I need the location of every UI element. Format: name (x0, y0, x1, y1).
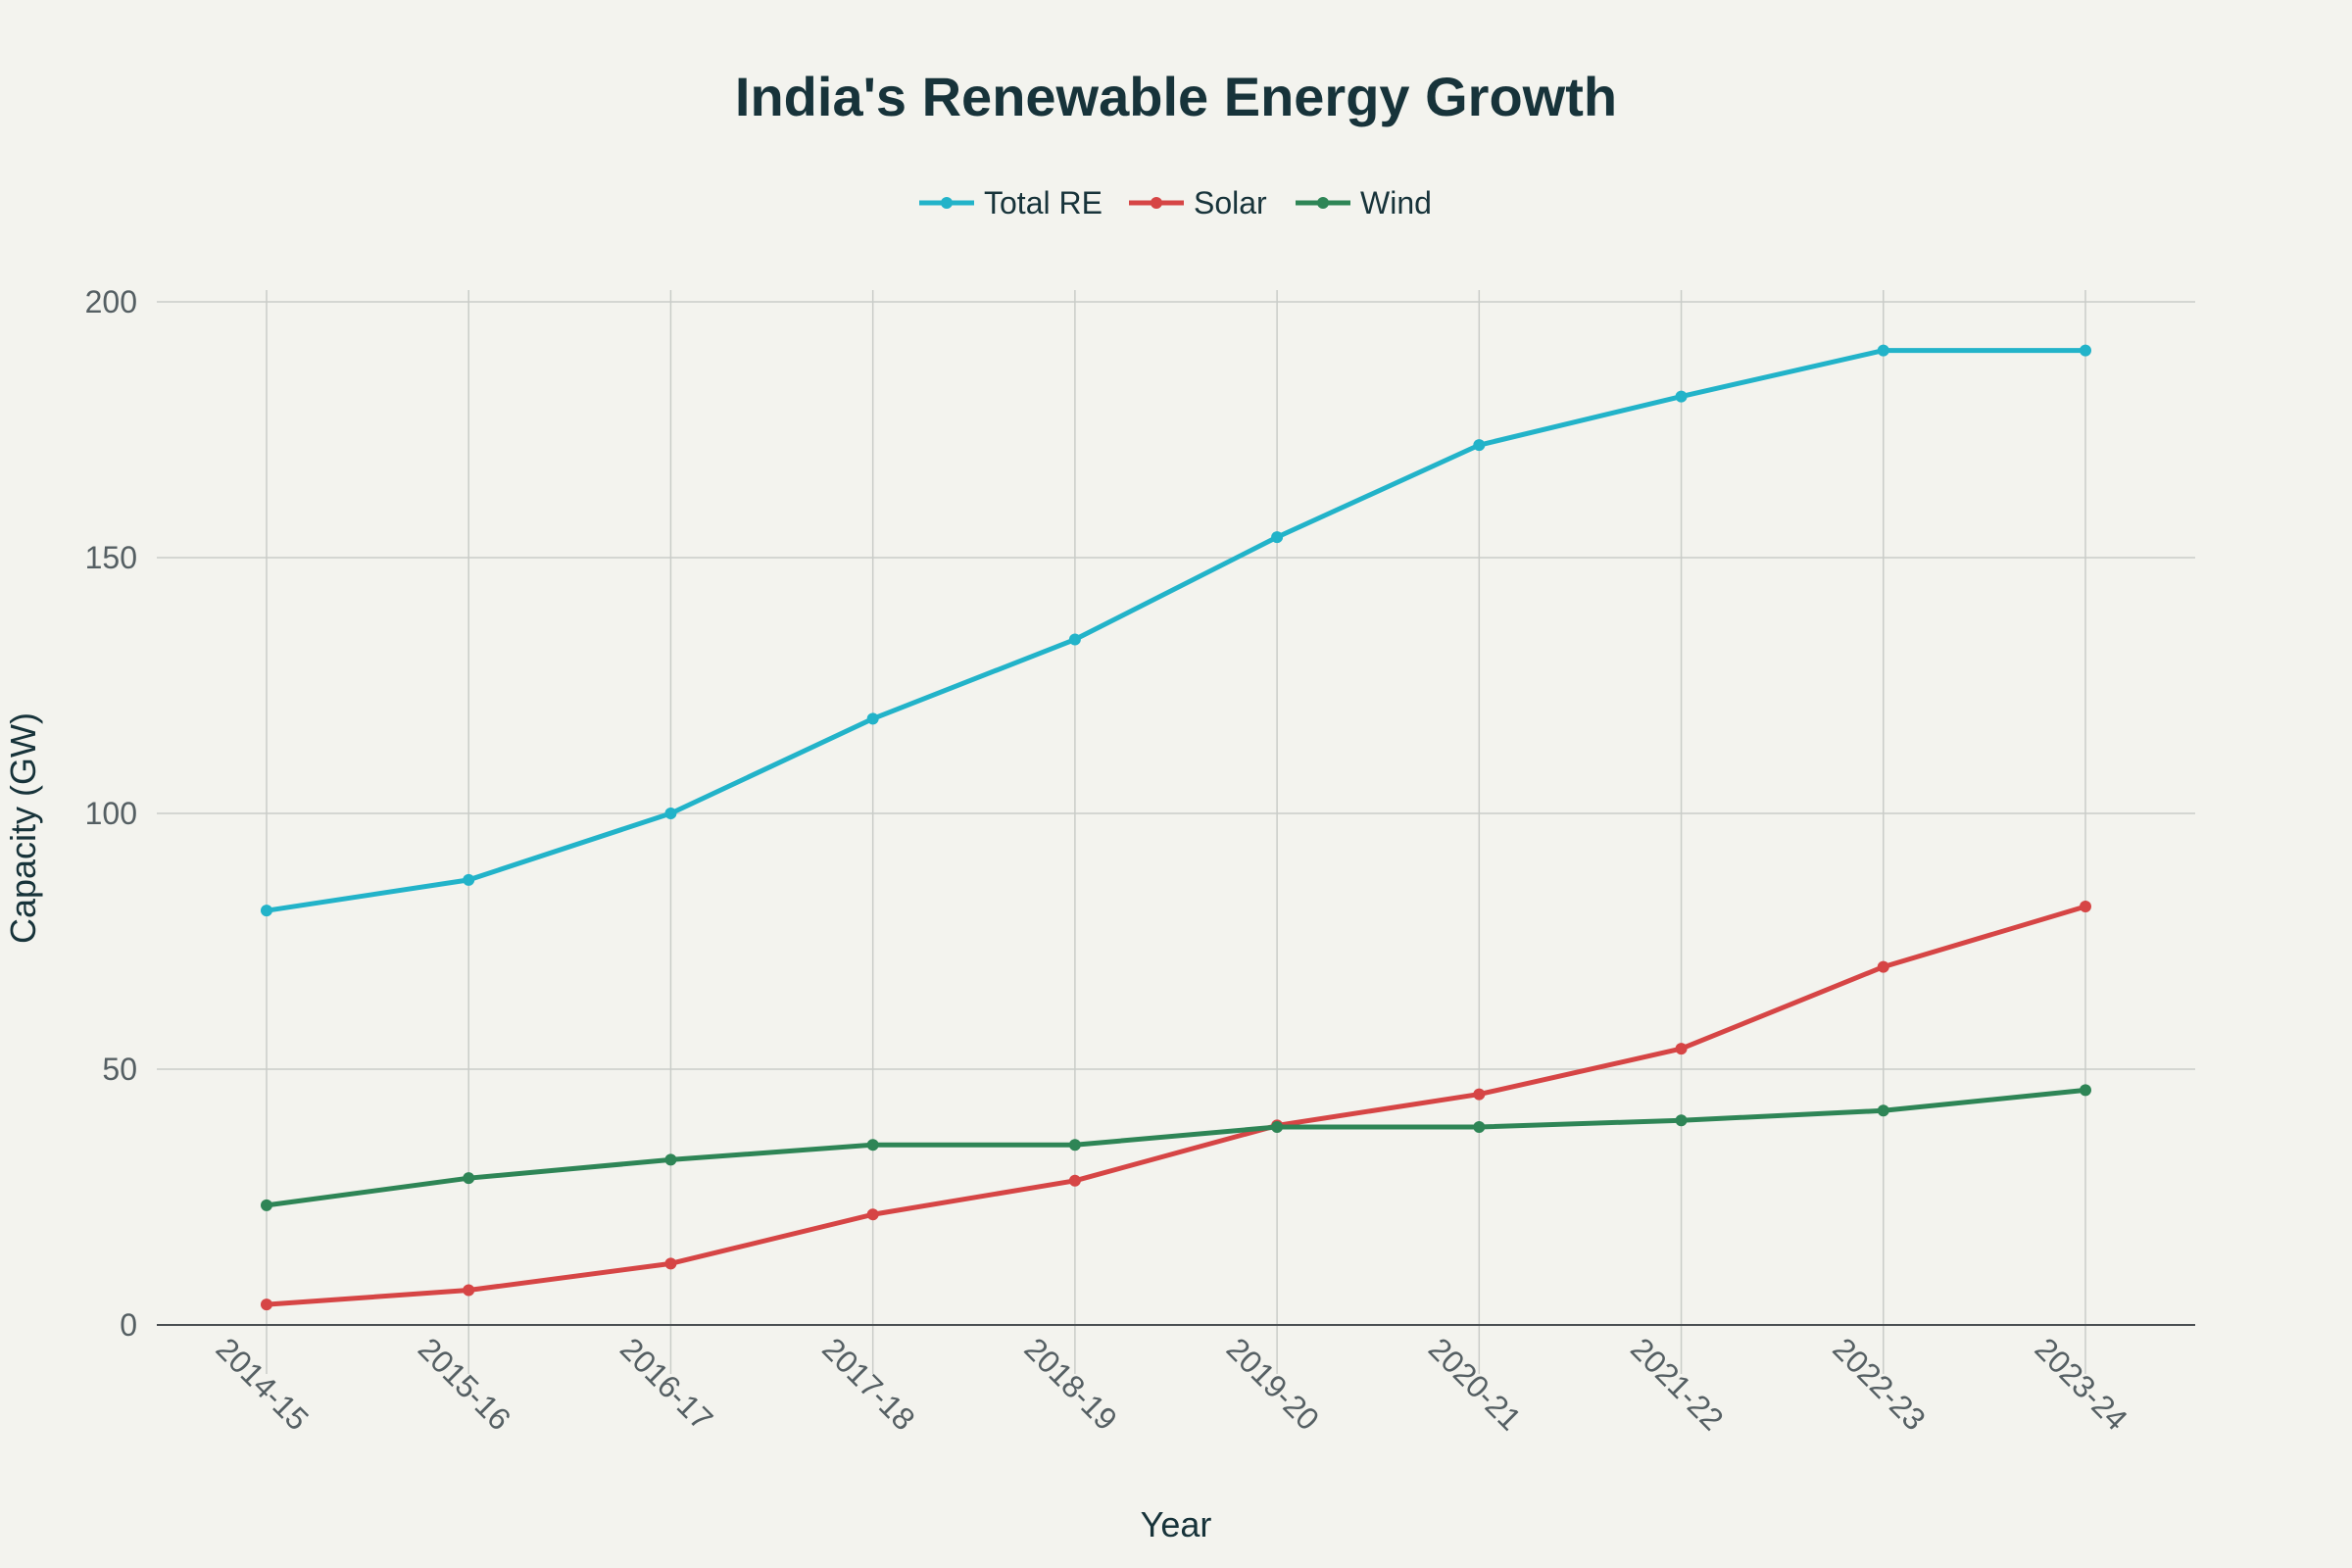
y-tick-label: 200 (85, 284, 137, 319)
legend-label: Solar (1194, 185, 1267, 220)
series-line (264, 904, 2088, 1307)
data-point[interactable] (664, 1257, 677, 1270)
data-point[interactable] (1877, 1104, 1889, 1117)
data-point[interactable] (866, 712, 879, 725)
grid (157, 290, 2195, 1374)
series-line (264, 348, 2088, 913)
data-point[interactable] (1271, 531, 1284, 544)
series-wind (261, 1084, 2091, 1211)
data-point[interactable] (664, 808, 677, 819)
data-point[interactable] (866, 1208, 879, 1221)
data-point[interactable] (1473, 1120, 1486, 1133)
data-point[interactable] (1068, 633, 1081, 646)
legend-label: Total RE (984, 185, 1102, 220)
legend-label: Wind (1360, 185, 1432, 220)
data-point[interactable] (261, 1199, 272, 1211)
data-point[interactable] (1473, 439, 1486, 452)
series-line (264, 1087, 2088, 1208)
legend-marker (941, 197, 953, 209)
data-point[interactable] (1675, 1043, 1688, 1055)
data-point[interactable] (463, 1172, 475, 1185)
data-point[interactable] (463, 1284, 475, 1297)
y-axis-ticks: 0 50 100 150 200 (85, 284, 137, 1343)
data-point[interactable] (261, 1298, 272, 1311)
data-point[interactable] (1068, 1139, 1081, 1152)
data-point[interactable] (1675, 390, 1688, 403)
data-point[interactable] (1675, 1114, 1688, 1127)
data-point[interactable] (1877, 344, 1889, 357)
legend-marker (1317, 197, 1329, 209)
data-point[interactable] (261, 905, 272, 917)
y-tick-label: 0 (120, 1307, 137, 1343)
data-point[interactable] (2080, 344, 2091, 357)
data-point[interactable] (463, 873, 475, 886)
data-point[interactable] (866, 1139, 879, 1152)
data-point[interactable] (664, 1153, 677, 1166)
y-tick-label: 150 (85, 540, 137, 575)
data-point[interactable] (1877, 960, 1889, 973)
series-total-re (261, 344, 2091, 917)
data-point[interactable] (2080, 901, 2091, 913)
data-point[interactable] (2080, 1084, 2091, 1097)
y-tick-label: 100 (85, 796, 137, 831)
data-point[interactable] (1473, 1088, 1486, 1101)
legend-item[interactable]: Total RE (919, 185, 1102, 220)
y-axis-title: Capacity (GW) (3, 712, 43, 944)
legend-marker (1151, 197, 1162, 209)
y-tick-label: 50 (102, 1052, 137, 1087)
legend-item[interactable]: Wind (1296, 185, 1432, 220)
legend: Total RE Solar Wind (919, 185, 1432, 220)
data-point[interactable] (1271, 1120, 1284, 1133)
legend-item[interactable]: Solar (1129, 185, 1267, 220)
chart-title: India's Renewable Energy Growth (735, 66, 1617, 127)
series-group (261, 344, 2091, 1311)
x-axis-title: Year (1141, 1504, 1212, 1544)
data-point[interactable] (1068, 1174, 1081, 1187)
